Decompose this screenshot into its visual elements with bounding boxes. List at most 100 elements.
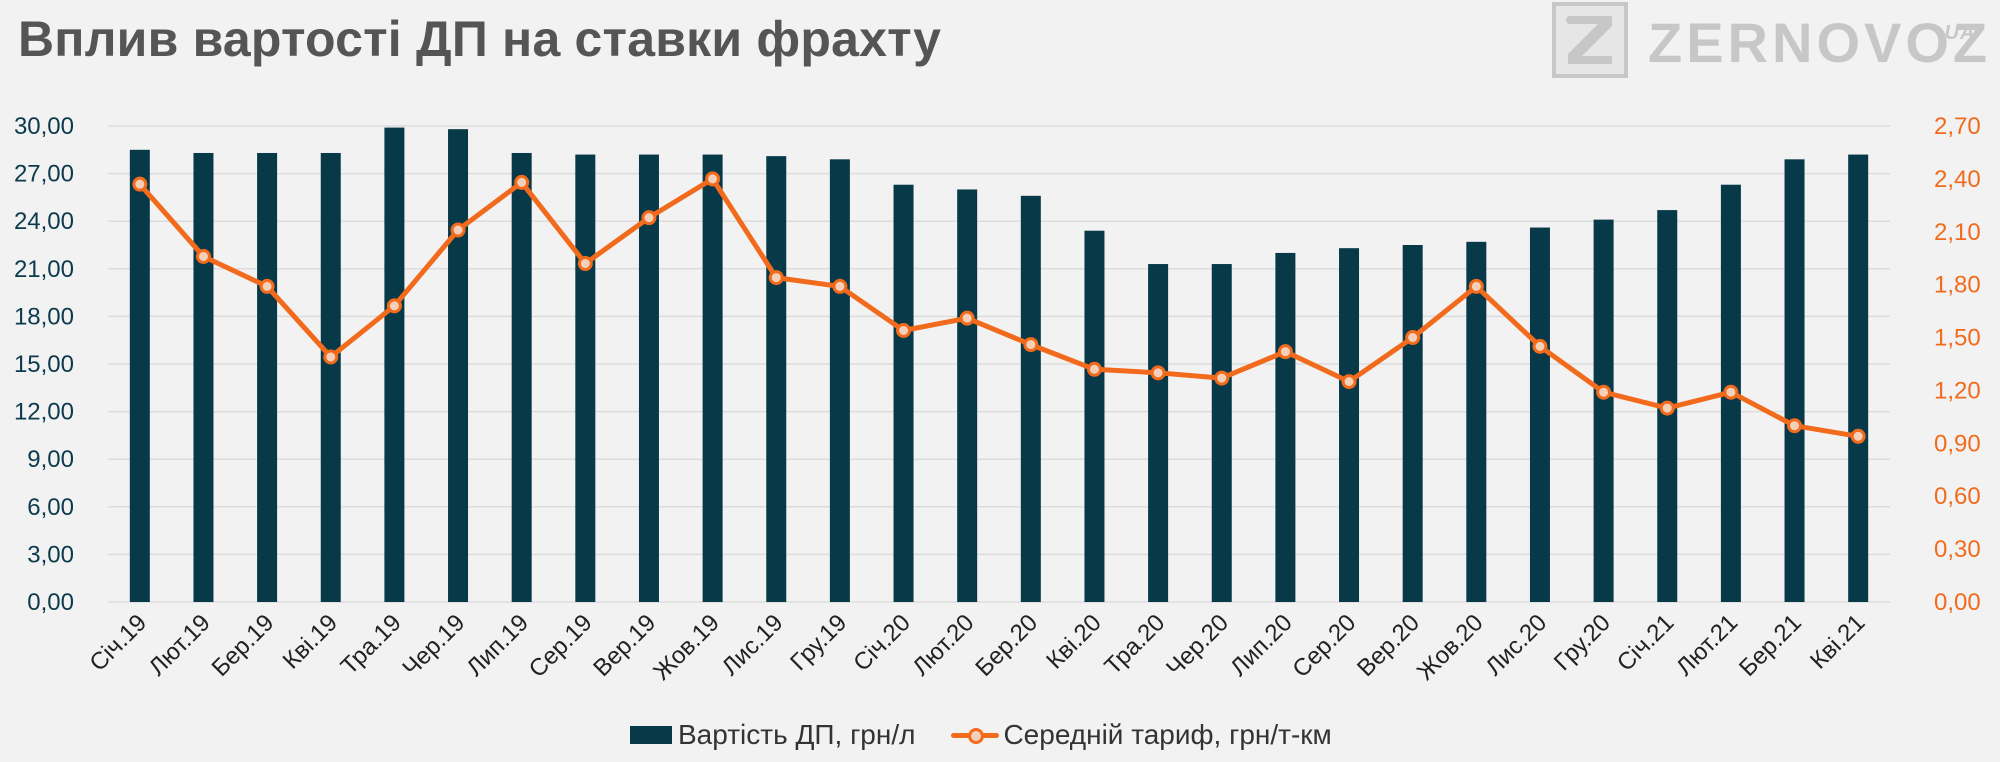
- x-tick-label: Сер.19: [524, 609, 598, 683]
- right-tick-label: 2,70: [1934, 113, 1981, 140]
- x-tick-label: Січ.21: [1612, 609, 1680, 677]
- x-tick-label: Гру.19: [785, 609, 852, 676]
- line-point: [261, 280, 273, 292]
- x-tick-label: Тра.19: [336, 609, 407, 680]
- bar: [766, 156, 786, 602]
- legend-label-tariff: Середній тариф, грн/т-км: [1003, 719, 1331, 751]
- line-point: [516, 176, 528, 188]
- line-point: [1852, 430, 1864, 442]
- line-point: [1534, 340, 1546, 352]
- bar: [448, 129, 468, 602]
- x-tick-label: Лис.20: [1480, 609, 1552, 681]
- line-point: [898, 325, 910, 337]
- right-tick-label: 1,80: [1934, 272, 1981, 299]
- bar: [1848, 155, 1868, 602]
- bar: [257, 153, 277, 602]
- left-tick-label: 6,00: [27, 494, 74, 521]
- bar: [1021, 196, 1041, 602]
- right-tick-label: 0,90: [1934, 430, 1981, 457]
- left-tick-label: 12,00: [14, 399, 74, 426]
- line-point: [134, 178, 146, 190]
- x-tick-label: Жов.20: [1412, 609, 1489, 686]
- line-point: [1407, 332, 1419, 344]
- left-tick-label: 15,00: [14, 351, 74, 378]
- bar: [1785, 159, 1805, 602]
- x-axis: Січ.19Лют.19Бер.19Кві.19Тра.19Чер.19Лип.…: [85, 609, 1871, 686]
- line-point: [197, 250, 209, 262]
- x-tick-label: Лип.20: [1225, 609, 1297, 681]
- legend-item-fuel-cost: Вартість ДП, грн/л: [630, 719, 915, 751]
- right-tick-label: 1,20: [1934, 377, 1981, 404]
- left-tick-label: 3,00: [27, 541, 74, 568]
- line-point: [1725, 386, 1737, 398]
- left-y-axis: 0,00 3,00 6,00 9,00 12,00 15,00 18,00 21,00 24,0…: [14, 113, 74, 616]
- legend-swatch-line: [951, 725, 999, 745]
- x-tick-label: Кві.21: [1805, 609, 1870, 674]
- bar: [193, 153, 213, 602]
- bar: [321, 153, 341, 602]
- line-point: [707, 173, 719, 185]
- legend-item-tariff: Середній тариф, грн/т-км: [951, 719, 1331, 751]
- bar: [1403, 245, 1423, 602]
- left-tick-label: 27,00: [14, 161, 74, 188]
- left-tick-label: 21,00: [14, 256, 74, 283]
- x-tick-label: Чер.20: [1161, 609, 1234, 682]
- bar-series-fuel-cost: [130, 128, 1868, 602]
- left-tick-label: 0,00: [27, 589, 74, 616]
- x-tick-label: Кві.20: [1041, 609, 1106, 674]
- bar: [830, 159, 850, 602]
- bar: [894, 185, 914, 602]
- x-tick-label: Лют.19: [144, 609, 216, 681]
- left-tick-label: 24,00: [14, 208, 74, 235]
- x-tick-label: Лют.20: [907, 609, 979, 681]
- bar: [1275, 253, 1295, 602]
- legend-swatch-bar: [630, 726, 672, 744]
- bar: [1212, 264, 1232, 602]
- x-tick-label: Гру.20: [1549, 609, 1616, 676]
- line-point: [961, 312, 973, 324]
- right-tick-label: 0,60: [1934, 483, 1981, 510]
- line-point: [579, 258, 591, 270]
- line-point: [1088, 363, 1100, 375]
- chart-legend: Вартість ДП, грн/л Середній тариф, грн/т…: [630, 718, 1368, 752]
- x-tick-label: Кві.19: [278, 609, 343, 674]
- bar: [1594, 220, 1614, 602]
- legend-label-fuel-cost: Вартість ДП, грн/л: [678, 719, 915, 751]
- right-tick-label: 0,00: [1934, 589, 1981, 616]
- bar: [1148, 264, 1168, 602]
- right-tick-label: 0,30: [1934, 536, 1981, 563]
- bar: [512, 153, 532, 602]
- bar: [957, 189, 977, 602]
- x-tick-label: Лип.19: [461, 609, 533, 681]
- right-y-axis: 0,00 0,30 0,60 0,90 1,20 1,50 1,80 2,10 2,40 2,70: [1934, 113, 1981, 616]
- line-point: [834, 280, 846, 292]
- line-point: [452, 224, 464, 236]
- line-point: [643, 212, 655, 224]
- right-tick-label: 1,50: [1934, 325, 1981, 352]
- left-tick-label: 18,00: [14, 303, 74, 330]
- line-point: [1279, 346, 1291, 358]
- line-point: [1661, 402, 1673, 414]
- bar: [1084, 231, 1104, 602]
- line-point: [1598, 386, 1610, 398]
- left-tick-label: 9,00: [27, 446, 74, 473]
- bar: [1530, 228, 1550, 602]
- x-tick-label: Бер.19: [207, 609, 280, 682]
- line-point: [1216, 372, 1228, 384]
- line-point: [1470, 280, 1482, 292]
- line-point: [1152, 367, 1164, 379]
- right-tick-label: 2,40: [1934, 166, 1981, 193]
- x-tick-label: Сер.20: [1287, 609, 1361, 683]
- x-tick-label: Січ.19: [85, 609, 153, 677]
- x-tick-label: Тра.20: [1099, 609, 1170, 680]
- x-tick-label: Вер.19: [588, 609, 661, 682]
- left-tick-label: 30,00: [14, 113, 74, 140]
- x-tick-label: Лют.21: [1671, 609, 1743, 681]
- line-point: [1343, 376, 1355, 388]
- line-point: [325, 351, 337, 363]
- x-tick-label: Жов.19: [648, 609, 725, 686]
- bar: [1339, 248, 1359, 602]
- line-point: [388, 300, 400, 312]
